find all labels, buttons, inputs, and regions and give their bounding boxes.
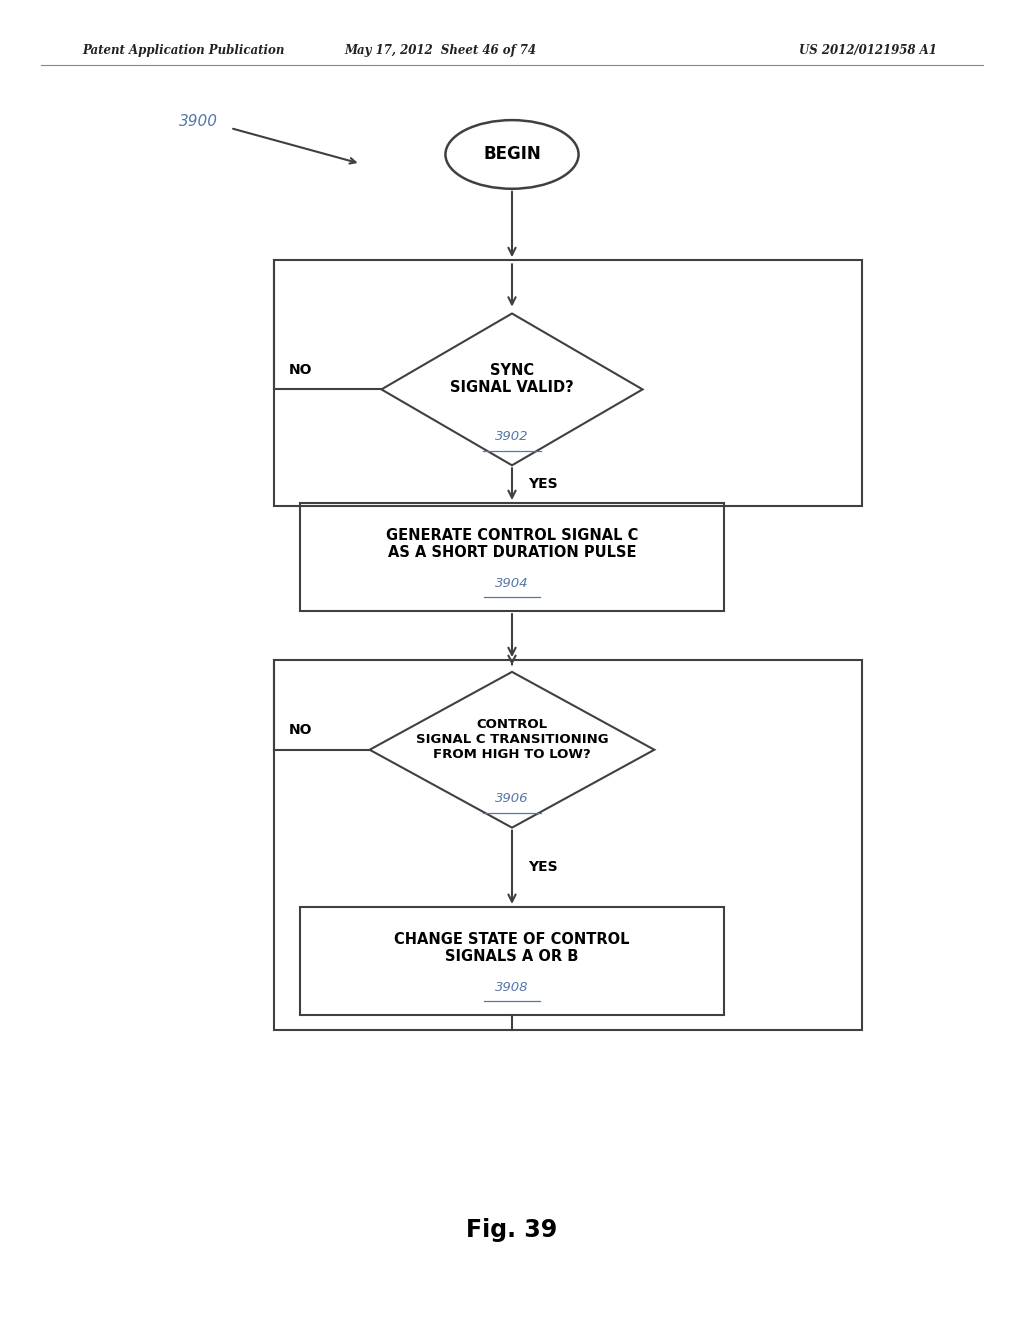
Text: May 17, 2012  Sheet 46 of 74: May 17, 2012 Sheet 46 of 74 <box>344 44 537 57</box>
Text: SYNC
SIGNAL VALID?: SYNC SIGNAL VALID? <box>451 363 573 395</box>
Text: CHANGE STATE OF CONTROL
SIGNALS A OR B: CHANGE STATE OF CONTROL SIGNALS A OR B <box>394 932 630 964</box>
Text: 3908: 3908 <box>496 981 528 994</box>
Text: YES: YES <box>528 477 558 491</box>
Text: 3904: 3904 <box>496 577 528 590</box>
Text: BEGIN: BEGIN <box>483 145 541 164</box>
Text: Patent Application Publication: Patent Application Publication <box>82 44 285 57</box>
Text: CONTROL
SIGNAL C TRANSITIONING
FROM HIGH TO LOW?: CONTROL SIGNAL C TRANSITIONING FROM HIGH… <box>416 718 608 760</box>
Text: 3902: 3902 <box>496 430 528 442</box>
Text: YES: YES <box>528 861 558 874</box>
Text: NO: NO <box>289 363 311 376</box>
Text: NO: NO <box>289 723 311 737</box>
Text: 3900: 3900 <box>179 114 218 129</box>
Text: US 2012/0121958 A1: US 2012/0121958 A1 <box>799 44 937 57</box>
Text: GENERATE CONTROL SIGNAL C
AS A SHORT DURATION PULSE: GENERATE CONTROL SIGNAL C AS A SHORT DUR… <box>386 528 638 560</box>
Text: Fig. 39: Fig. 39 <box>466 1218 558 1242</box>
Text: 3906: 3906 <box>496 792 528 805</box>
